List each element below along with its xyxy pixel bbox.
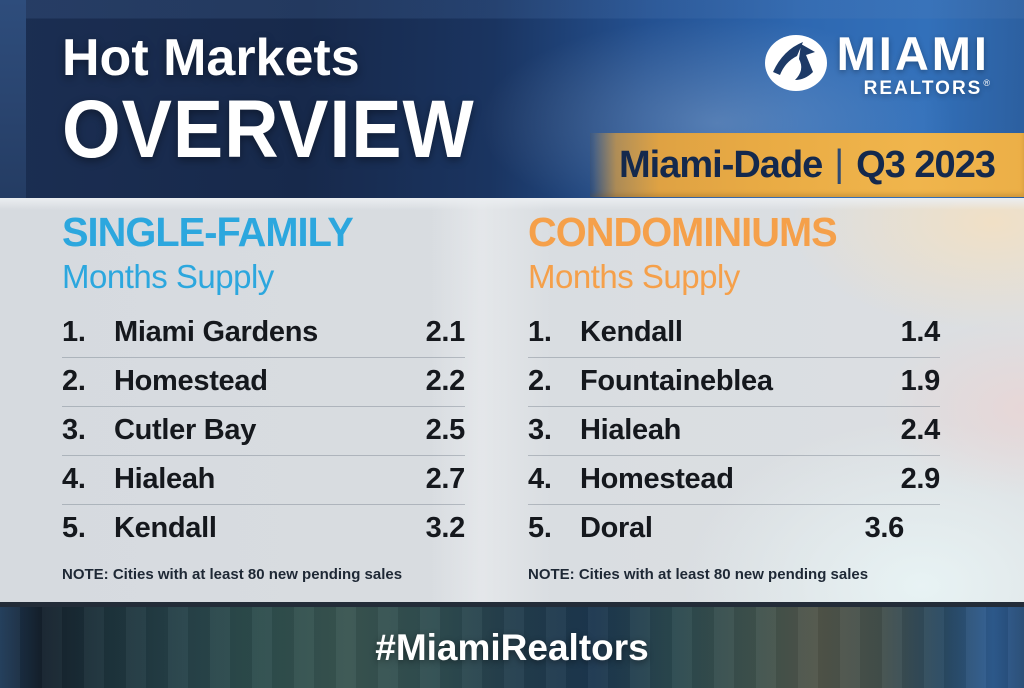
table-row: 1. Kendall 1.4 [528,309,940,357]
supply-value: 2.2 [425,365,466,398]
title-line1: Hot Markets [62,29,360,87]
condominiums-note: NOTE: Cities with at least 80 new pendin… [528,565,869,583]
table-row: 1. Miami Gardens 2.1 [62,309,465,357]
logo-sub-wrap: REALTORS ® [863,78,990,99]
single-family-column: SINGLE-FAMILY Months Supply 1. Miami Gar… [62,212,465,583]
city-name: Cutler Bay [114,414,257,447]
city-name: Kendall [114,512,217,545]
region-quarter-badge: Miami-Dade | Q3 2023 [590,133,1024,197]
supply-value: 1.9 [900,365,941,398]
logo-brand: MIAMI [836,27,990,80]
city-name: Homestead [114,365,268,398]
content-area [0,198,1024,602]
badge-period: Q3 2023 [856,144,996,186]
rank-label: 1. [528,316,552,349]
rank-label: 2. [528,365,552,398]
city-name: Hialeah [114,463,216,496]
rank-label: 5. [528,512,552,545]
supply-value: 3.6 [864,512,905,545]
condominiums-rank-list: 1. Kendall 1.4 2. Fountaineblea 1.9 3. H… [528,309,940,553]
logo-text: MIAMI REALTORS ® [837,30,990,98]
supply-value: 2.9 [900,463,941,496]
single-family-subtitle: Months Supply [62,258,274,295]
city-name: Miami Gardens [114,316,318,349]
page-title: Hot Markets OVERVIEW [62,29,510,176]
table-row: 2. Homestead 2.2 [62,356,466,406]
table-row: 5. Kendall 3.2 [62,503,466,553]
table-row: 4. Hialeah 2.7 [62,454,466,504]
condominiums-title: CONDOMINIUMS [528,209,838,255]
condominiums-subtitle: Months Supply [528,258,740,295]
table-row: 3. Hialeah 2.4 [528,405,941,455]
rank-label: 5. [62,512,86,545]
single-family-note: NOTE: Cities with at least 80 new pendin… [62,565,403,583]
rank-label: 4. [528,463,552,496]
header-band: Hot Markets OVERVIEW MIAMI REALTORS ® [0,0,1024,198]
city-name: Homestead [580,463,734,496]
footer-band: #MiamiRealtors [0,602,1024,688]
registered-mark: ® [983,78,990,88]
rank-label: 1. [62,316,86,349]
rank-label: 3. [62,414,86,447]
single-family-rank-list: 1. Miami Gardens 2.1 2. Homestead 2.2 3.… [62,309,465,553]
badge-separator: | [834,143,845,185]
supply-value: 2.7 [425,463,466,496]
logo-subtitle: REALTORS [863,78,983,99]
badge-region: Miami-Dade [619,144,823,186]
miami-realtors-mark-icon [763,32,829,94]
supply-value: 2.1 [425,316,466,349]
supply-value: 3.2 [425,512,466,545]
condominiums-column: CONDOMINIUMS Months Supply 1. Kendall 1.… [528,212,940,583]
table-row: 5. Doral 3.6 [528,503,940,553]
city-name: Fountaineblea [580,365,773,398]
table-row: 4. Homestead 2.9 [528,454,941,504]
supply-value: 1.4 [900,316,941,349]
city-name: Doral [580,512,653,545]
rank-label: 3. [528,414,552,447]
city-name: Kendall [580,316,683,349]
title-line2: OVERVIEW [62,84,475,176]
table-row: 3. Cutler Bay 2.5 [62,405,466,455]
hashtag-label: #MiamiRealtors [375,626,649,668]
supply-value: 2.4 [900,414,941,447]
miami-realtors-logo: MIAMI REALTORS ® [763,30,990,98]
rank-label: 4. [62,463,86,496]
rank-label: 2. [62,365,86,398]
single-family-title: SINGLE-FAMILY [62,209,354,255]
left-edge-strip [0,0,26,198]
supply-value: 2.5 [425,414,466,447]
city-name: Hialeah [580,414,682,447]
table-row: 2. Fountaineblea 1.9 [528,356,941,406]
